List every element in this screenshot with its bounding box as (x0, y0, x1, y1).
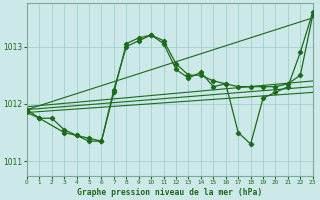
X-axis label: Graphe pression niveau de la mer (hPa): Graphe pression niveau de la mer (hPa) (77, 188, 262, 197)
